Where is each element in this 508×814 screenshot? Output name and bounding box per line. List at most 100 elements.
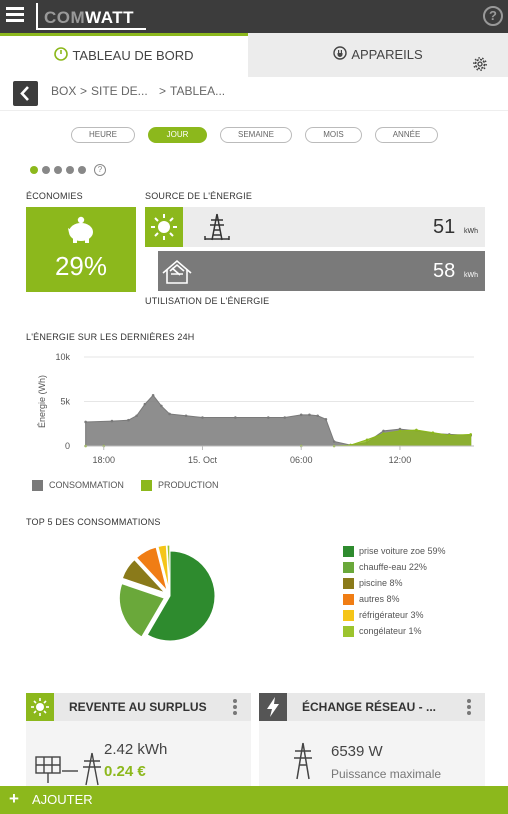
pie-slice	[157, 544, 170, 591]
period-month-button[interactable]: MOIS	[305, 127, 362, 143]
breadcrumb-item-box[interactable]: BOX	[51, 84, 77, 98]
period-day-button[interactable]: JOUR	[148, 127, 207, 143]
solar-energy-value: 58	[433, 260, 456, 282]
solar-house-icon	[162, 259, 192, 284]
back-button[interactable]	[13, 81, 38, 106]
energy-area-chart[interactable]: 0 5k 10k Énergie (Wh) 18:00 15. Oct 06:00 12:00	[0, 345, 508, 470]
more-options-icon[interactable]	[233, 699, 237, 717]
pie-slice	[118, 583, 166, 638]
y-tick-label: 0	[65, 441, 70, 451]
solar-usage-bar[interactable]: 58 kWh	[196, 251, 485, 291]
grid-exchange-card-body: 6539 W Puissance maximale	[259, 721, 485, 787]
pie-slice	[135, 546, 168, 592]
data-point	[299, 413, 303, 417]
x-tick-label: 15. Oct	[188, 455, 218, 465]
tab-dashboard-label: TABLEAU DE BORD	[72, 48, 194, 63]
tab-dashboard[interactable]: TABLEAU DE BORD	[0, 33, 248, 77]
grid-source-bar[interactable]: 51 kWh	[183, 207, 485, 247]
lightning-icon	[259, 693, 287, 721]
legend-swatch-production	[141, 480, 152, 491]
data-point	[160, 404, 163, 408]
page-dot[interactable]	[78, 166, 86, 174]
page-dot[interactable]	[30, 166, 38, 174]
page-dot[interactable]	[54, 166, 62, 174]
grid-power-label: Puissance maximale	[331, 767, 442, 781]
data-point	[398, 429, 402, 433]
tab-devices-label: APPAREILS	[351, 47, 423, 62]
more-options-icon[interactable]	[467, 699, 471, 717]
economies-tile[interactable]: 29%	[26, 207, 136, 292]
piggy-bank-icon	[68, 216, 93, 243]
pie-legend-label[interactable]: chauffe-eau 22%	[359, 562, 427, 572]
x-tick-label: 18:00	[92, 455, 115, 465]
data-point	[127, 418, 130, 422]
info-icon[interactable]: ?	[94, 164, 106, 176]
period-year-button[interactable]: ANNÉE	[375, 127, 438, 143]
energy-source-title: SOURCE DE L'ÉNERGIE	[145, 191, 253, 201]
grid-exchange-card-title: ÉCHANGE RÉSEAU - ...	[302, 700, 437, 714]
sun-icon	[151, 214, 177, 240]
page-dot[interactable]	[42, 166, 50, 174]
pie-legend-swatch	[343, 594, 354, 605]
data-point	[184, 414, 188, 418]
breadcrumb-item-dashboard[interactable]: TABLEA...	[170, 84, 226, 98]
data-point	[365, 438, 369, 442]
grid-power-value: 6539 W	[331, 743, 383, 760]
surplus-energy-value: 2.42 kWh	[104, 741, 168, 758]
data-point	[135, 414, 138, 418]
y-axis-label: Énergie (Wh)	[37, 375, 47, 428]
menu-icon[interactable]	[6, 7, 24, 25]
sun-icon	[26, 693, 54, 721]
add-button-label: AJOUTER	[32, 792, 93, 807]
top5-title: TOP 5 DES CONSOMMATIONS	[26, 517, 161, 527]
gear-icon[interactable]	[472, 46, 488, 90]
tab-bar: TABLEAU DE BORD APPAREILS	[0, 33, 508, 77]
solar-house-tile	[158, 251, 196, 291]
grid-exchange-card[interactable]: ÉCHANGE RÉSEAU - ... 6539 W Puissance ma…	[259, 693, 485, 787]
energy-chart-title: L'ÉNERGIE SUR LES DERNIÈRES 24H	[26, 332, 195, 342]
data-point	[398, 427, 402, 431]
legend-consumption[interactable]: CONSOMMATION	[49, 480, 124, 490]
data-point	[151, 393, 155, 397]
data-point	[84, 420, 87, 424]
pie-slice	[146, 550, 216, 642]
grid-exchange-card-header: ÉCHANGE RÉSEAU - ...	[259, 693, 485, 721]
chevron-left-icon	[20, 86, 29, 101]
pie-legend-label[interactable]: prise voiture zoe 59%	[359, 546, 446, 556]
pie-legend-label[interactable]: piscine 8%	[359, 578, 403, 588]
data-point	[143, 402, 147, 406]
data-point	[316, 414, 319, 418]
pie-legend-swatch	[343, 562, 354, 573]
energy-usage-title: UTILISATION DE L'ÉNERGIE	[145, 296, 270, 306]
surplus-card[interactable]: REVENTE AU SURPLUS 2.42 kWh 0.24 €	[26, 693, 251, 787]
top5-pie-chart[interactable]	[110, 540, 230, 650]
period-hour-button[interactable]: HEURE	[71, 127, 135, 143]
pie-legend-label[interactable]: réfrigérateur 3%	[359, 610, 424, 620]
data-point	[308, 413, 311, 417]
grid-energy-value: 51	[433, 216, 456, 238]
solar-panel-grid-icon	[35, 752, 101, 786]
data-point	[324, 418, 328, 421]
help-icon[interactable]: ?	[483, 6, 503, 26]
pie-legend-swatch	[343, 546, 354, 557]
add-bar[interactable]: + AJOUTER	[0, 786, 508, 814]
page-dot[interactable]	[66, 166, 74, 174]
breadcrumb-item-site[interactable]: SITE DE...	[91, 84, 148, 98]
tab-devices[interactable]: APPAREILS	[248, 33, 508, 77]
pie-legend-label[interactable]: autres 8%	[359, 594, 400, 604]
data-point	[110, 419, 114, 423]
pie-legend-swatch	[343, 610, 354, 621]
logo: COMWATT	[36, 3, 146, 30]
legend-production[interactable]: PRODUCTION	[158, 480, 219, 490]
pie-legend-label[interactable]: congélateur 1%	[359, 626, 422, 636]
y-tick-label: 5k	[60, 397, 70, 407]
surplus-money-value: 0.24 €	[104, 763, 146, 780]
data-point	[283, 416, 287, 419]
period-week-button[interactable]: SEMAINE	[220, 127, 292, 143]
plug-icon	[333, 34, 348, 78]
economies-value: 29%	[54, 251, 108, 281]
x-tick-label: 06:00	[290, 455, 313, 465]
pie-slice	[166, 544, 171, 591]
data-point	[234, 416, 237, 419]
data-point	[448, 434, 451, 437]
